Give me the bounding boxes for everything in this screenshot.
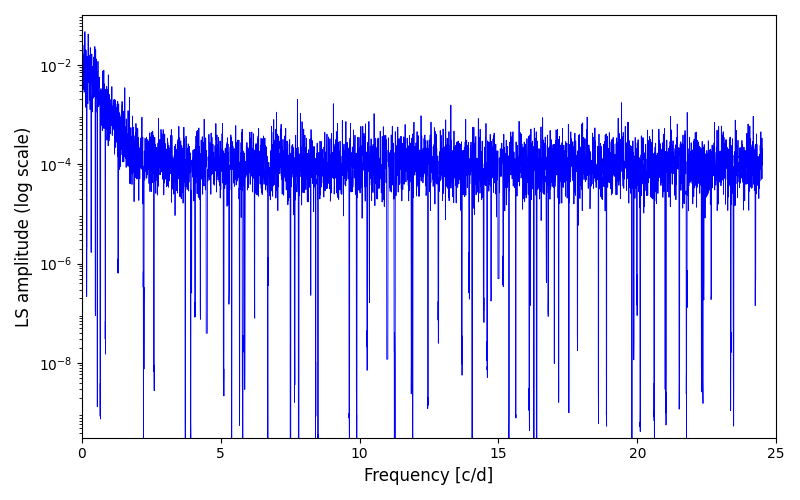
Y-axis label: LS amplitude (log scale): LS amplitude (log scale) bbox=[15, 126, 33, 326]
X-axis label: Frequency [c/d]: Frequency [c/d] bbox=[364, 467, 494, 485]
